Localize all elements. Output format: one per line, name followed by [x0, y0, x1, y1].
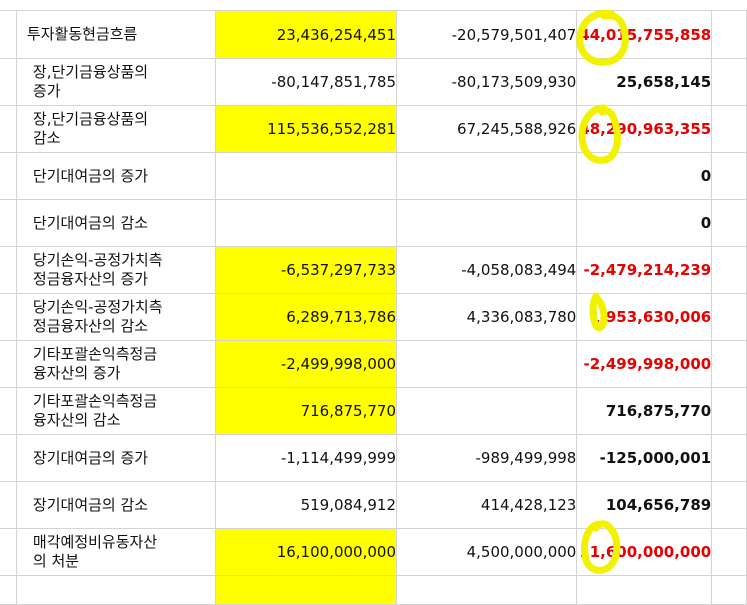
- amount-col2-cell[interactable]: 4,500,000,000: [396, 528, 578, 576]
- blank-cell[interactable]: [0, 246, 17, 294]
- difference-cell[interactable]: 0: [576, 199, 713, 247]
- difference-cell[interactable]: 1,953,630,006: [576, 293, 713, 341]
- amount-col1-cell[interactable]: 716,875,770: [215, 387, 397, 435]
- blank-cell[interactable]: [711, 58, 747, 106]
- amount-col2-cell[interactable]: [396, 199, 578, 247]
- amount-col2-cell[interactable]: -4,058,083,494: [396, 246, 578, 294]
- blank-cell[interactable]: [0, 199, 17, 247]
- account-name-cell[interactable]: 당기손익-공정가치측 정금융자산의 감소: [16, 293, 217, 341]
- cash-flow-table: 투자활동현금흐름 23,436,254,451 -20,579,501,407 44,…: [0, 11, 747, 605]
- amount-col2-cell[interactable]: -20,579,501,407: [396, 11, 578, 59]
- amount-col2-cell[interactable]: 67,245,588,926: [396, 105, 578, 153]
- difference-cell[interactable]: 104,656,789: [576, 481, 713, 529]
- account-name-cell[interactable]: 단기대여금의 증가: [16, 152, 217, 200]
- table-row: 장기대여금의 감소 519,084,912 414,428,123 104,656,7…: [0, 481, 747, 529]
- blank-cell[interactable]: [711, 152, 747, 200]
- blank-cell[interactable]: [0, 481, 17, 529]
- blank-cell[interactable]: [16, 575, 217, 605]
- amount-col1-cell[interactable]: 6,289,713,786: [215, 293, 397, 341]
- amount-col1-cell[interactable]: -6,537,297,733: [215, 246, 397, 294]
- amount-col2-cell[interactable]: -989,499,998: [396, 434, 578, 482]
- partial-top-row: [0, 0, 747, 11]
- amount-col1-cell[interactable]: -80,147,851,785: [215, 58, 397, 106]
- blank-cell[interactable]: [0, 387, 17, 435]
- amount-col1-cell[interactable]: -2,499,998,000: [215, 340, 397, 388]
- blank-cell[interactable]: [711, 575, 747, 605]
- blank-cell[interactable]: [711, 434, 747, 482]
- blank-cell[interactable]: [711, 105, 747, 153]
- account-name-cell[interactable]: 단기대여금의 감소: [16, 199, 217, 247]
- account-name-cell[interactable]: 장기대여금의 증가: [16, 434, 217, 482]
- table-row: 투자활동현금흐름 23,436,254,451 -20,579,501,407 44,…: [0, 11, 747, 59]
- difference-cell[interactable]: -2,479,214,239: [576, 246, 713, 294]
- table-row: 단기대여금의 감소 0: [0, 199, 747, 247]
- account-name-cell[interactable]: 매각예정비유동자산 의 처분: [16, 528, 217, 576]
- account-name-cell[interactable]: 당기손익-공정가치측 정금융자산의 증가: [16, 246, 217, 294]
- amount-col1-cell[interactable]: -1,114,499,999: [215, 434, 397, 482]
- amount-col2-cell[interactable]: [396, 340, 578, 388]
- blank-cell[interactable]: [576, 575, 713, 605]
- amount-col1-cell[interactable]: [215, 152, 397, 200]
- blank-cell[interactable]: [711, 199, 747, 247]
- blank-cell[interactable]: [396, 575, 578, 605]
- amount-col2-cell[interactable]: 414,428,123: [396, 481, 578, 529]
- amount-col1-cell[interactable]: 115,536,552,281: [215, 105, 397, 153]
- blank-cell[interactable]: [0, 293, 17, 341]
- difference-cell[interactable]: -125,000,001: [576, 434, 713, 482]
- account-name-cell[interactable]: 장,단기금융상품의 감소: [16, 105, 217, 153]
- amount-col1-cell[interactable]: 23,436,254,451: [215, 11, 397, 59]
- table-row: 장,단기금융상품의 감소 115,536,552,281 67,245,588,92…: [0, 105, 747, 153]
- blank-cell[interactable]: [711, 387, 747, 435]
- blank-cell[interactable]: [711, 293, 747, 341]
- blank-cell[interactable]: [0, 528, 17, 576]
- blank-cell[interactable]: [711, 340, 747, 388]
- blank-cell[interactable]: [0, 434, 17, 482]
- table-row: 장기대여금의 증가 -1,114,499,999 -989,499,998 -125,…: [0, 434, 747, 482]
- difference-cell[interactable]: 25,658,145: [576, 58, 713, 106]
- difference-cell[interactable]: 0: [576, 152, 713, 200]
- difference-cell[interactable]: 48,290,963,355: [576, 105, 713, 153]
- amount-col1-cell[interactable]: [215, 199, 397, 247]
- blank-cell[interactable]: [711, 528, 747, 576]
- table-row: 기타포괄손익측정금 융자산의 증가 -2,499,998,000 -2,499,99…: [0, 340, 747, 388]
- difference-cell[interactable]: 11,600,000,000: [576, 528, 713, 576]
- blank-cell[interactable]: [711, 481, 747, 529]
- table-row: 당기손익-공정가치측 정금융자산의 증가 -6,537,297,733 -4,058…: [0, 246, 747, 294]
- blank-cell[interactable]: [711, 11, 747, 59]
- account-name-cell[interactable]: 기타포괄손익측정금 융자산의 감소: [16, 387, 217, 435]
- table-row: 단기대여금의 증가 0: [0, 152, 747, 200]
- amount-col1-cell[interactable]: 519,084,912: [215, 481, 397, 529]
- blank-cell[interactable]: [711, 246, 747, 294]
- account-name-cell[interactable]: 투자활동현금흐름: [16, 11, 217, 59]
- table-row: 장,단기금융상품의 증가 -80,147,851,785 -80,173,509,9…: [0, 58, 747, 106]
- account-name-cell[interactable]: 기타포괄손익측정금 융자산의 증가: [16, 340, 217, 388]
- blank-cell[interactable]: [0, 105, 17, 153]
- amount-col2-cell[interactable]: -80,173,509,930: [396, 58, 578, 106]
- account-name-cell[interactable]: 장기대여금의 감소: [16, 481, 217, 529]
- table-row: 기타포괄손익측정금 융자산의 감소 716,875,770 716,875,770: [0, 387, 747, 435]
- blank-cell[interactable]: [0, 575, 17, 605]
- blank-cell[interactable]: [215, 575, 397, 605]
- difference-cell[interactable]: 44,015,755,858: [576, 11, 713, 59]
- table-row: 매각예정비유동자산 의 처분 16,100,000,000 4,500,000,00…: [0, 528, 747, 576]
- blank-cell[interactable]: [0, 340, 17, 388]
- difference-cell[interactable]: -2,499,998,000: [576, 340, 713, 388]
- blank-cell[interactable]: [0, 58, 17, 106]
- amount-col2-cell[interactable]: [396, 152, 578, 200]
- amount-col1-cell[interactable]: 16,100,000,000: [215, 528, 397, 576]
- amount-col2-cell[interactable]: 4,336,083,780: [396, 293, 578, 341]
- blank-cell[interactable]: [0, 152, 17, 200]
- blank-cell[interactable]: [0, 11, 17, 59]
- difference-cell[interactable]: 716,875,770: [576, 387, 713, 435]
- account-name-cell[interactable]: 장,단기금융상품의 증가: [16, 58, 217, 106]
- amount-col2-cell[interactable]: [396, 387, 578, 435]
- table-row: [0, 575, 747, 605]
- table-row: 당기손익-공정가치측 정금융자산의 감소 6,289,713,786 4,336,0…: [0, 293, 747, 341]
